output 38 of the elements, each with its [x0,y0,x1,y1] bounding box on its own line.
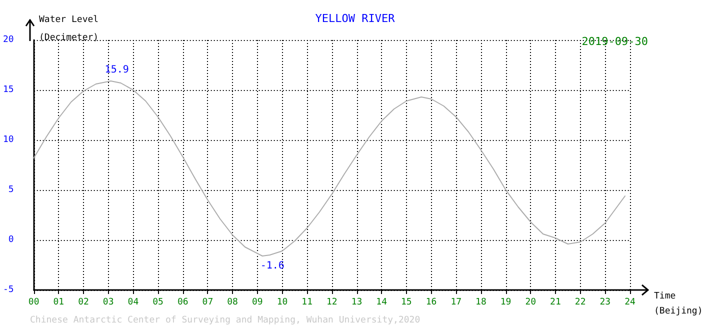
chart-subtitle: 2019-09-30 [582,35,648,48]
x-tick-label: 09 [252,298,263,308]
y-tick-label: 20 [2,35,14,45]
x-tick-label: 05 [152,298,164,308]
x-tick-label: 10 [276,298,288,308]
annotation: 15.9 [104,64,129,76]
x-tick-label: 20 [525,298,536,308]
y-tick-label: 5 [8,185,14,195]
x-tick-label: 13 [351,298,362,308]
x-tick-label: 21 [550,298,561,308]
y-axis-title: Water Level (Decimeter) [39,15,104,43]
y-tick-label: 10 [2,135,14,145]
x-tick-label: 17 [450,298,462,308]
x-tick-label: 00 [28,298,40,308]
x-tick-label: 08 [227,298,238,308]
x-tick-label: 04 [128,298,139,308]
x-tick-label: 02 [78,298,89,308]
y-tick-label: 0 [8,235,14,245]
x-tick-label: 23 [600,298,611,308]
line-series [33,80,626,256]
x-tick-label: 18 [476,298,486,308]
y-tick-label: 15 [2,85,14,95]
x-tick-label: 06 [177,298,188,308]
x-axis-title: Time (Beijing) [654,292,703,316]
x-tick-label: 01 [53,298,64,308]
chart-title: YELLOW RIVER [315,12,396,25]
x-tick-label: 12 [326,298,338,308]
annotation: -1.6 [260,260,284,272]
x-tick-label: 07 [202,298,214,308]
x-tick-label: 22 [574,298,586,308]
x-tick-label: 03 [102,298,114,308]
x-tick-label: 14 [376,298,388,308]
y-tick-label: -5 [2,285,14,295]
x-tick-label: 19 [500,298,512,308]
x-tick-label: 24 [624,298,636,308]
x-tick-label: 11 [302,298,312,308]
x-tick-label: 15 [401,298,412,308]
x-tick-label: 16 [426,298,437,308]
